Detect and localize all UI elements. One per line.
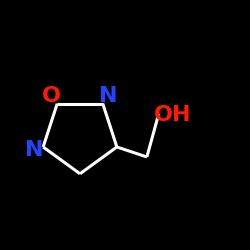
Text: N: N: [99, 86, 117, 106]
Text: O: O: [42, 86, 61, 106]
Text: N: N: [25, 140, 43, 160]
Text: OH: OH: [154, 105, 191, 125]
